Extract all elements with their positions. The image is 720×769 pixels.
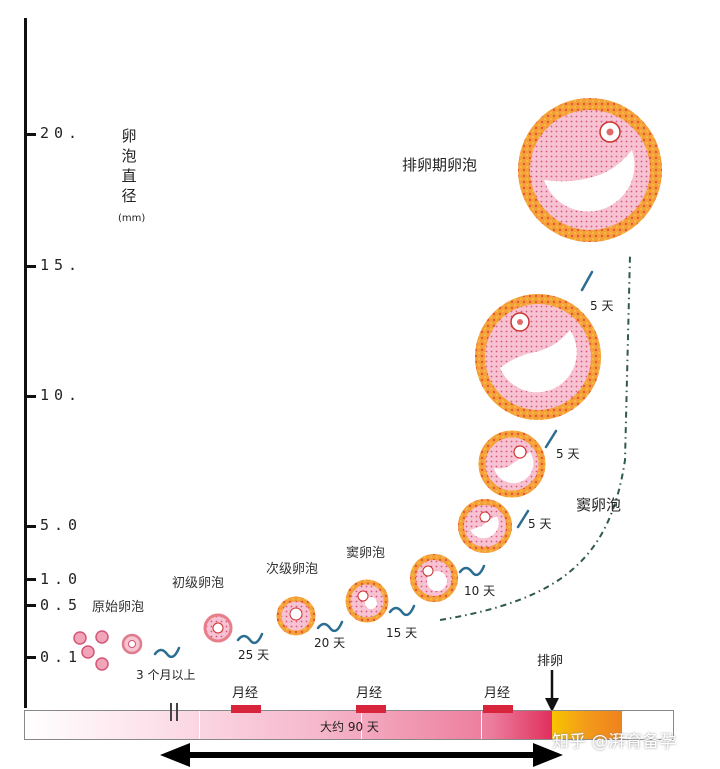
ovulatory-follicle bbox=[518, 98, 662, 242]
y-tick-label: 1.0 bbox=[40, 570, 83, 588]
growth-arrow bbox=[458, 564, 486, 577]
duration-label: 20 天 bbox=[314, 636, 346, 650]
y-tick-label: 5.0 bbox=[40, 516, 83, 534]
watermark: 知乎 @湃育备孕 bbox=[552, 732, 677, 752]
timeline-break-mark bbox=[176, 703, 178, 721]
y-tick-label: 20. bbox=[40, 124, 83, 142]
y-tick-label: 0.1 bbox=[40, 648, 83, 666]
secondary-follicle bbox=[276, 596, 316, 636]
y-axis-line bbox=[24, 18, 27, 708]
y-tick-label: 10. bbox=[40, 386, 83, 404]
stage-label-ovulatory: 排卵期卵泡 bbox=[402, 156, 478, 174]
y-tick bbox=[24, 604, 36, 607]
growth-arrow bbox=[580, 270, 594, 292]
primordial-follicle-group bbox=[73, 630, 143, 671]
y-tick bbox=[24, 133, 36, 136]
stage-label-antral-small: 窦卵泡 bbox=[346, 546, 386, 561]
stage-label-primary: 初级卵泡 bbox=[172, 576, 225, 591]
duration-label: 5 天 bbox=[528, 517, 552, 531]
stage-label-primordial: 原始卵泡 bbox=[92, 600, 145, 615]
growth-arrow bbox=[316, 620, 344, 633]
antral-follicle-medium bbox=[410, 554, 458, 602]
growth-arrows bbox=[153, 270, 594, 659]
y-axis-title: 卵泡直径 bbox=[121, 127, 137, 205]
period-label: 月经 bbox=[484, 686, 511, 701]
period-label: 月经 bbox=[232, 686, 259, 701]
duration-label: 5 天 bbox=[556, 447, 580, 461]
antral-follicle-large bbox=[458, 499, 512, 553]
ovulation-zone bbox=[552, 711, 622, 739]
antral-follicle-small bbox=[345, 579, 389, 623]
period-marker bbox=[231, 705, 261, 713]
y-tick-label: 0.5 bbox=[40, 596, 83, 614]
growth-arrow bbox=[388, 604, 416, 617]
timeline-separator bbox=[199, 711, 200, 739]
y-tick-label: 15. bbox=[40, 256, 83, 274]
ovulation-label: 排卵 bbox=[537, 654, 564, 669]
cycle-duration-label: 大约 90 天 bbox=[320, 720, 379, 734]
y-tick bbox=[24, 525, 36, 528]
period-label: 月经 bbox=[356, 686, 383, 701]
ovulation-arrow bbox=[545, 670, 559, 712]
duration-label: 3 个月以上 bbox=[136, 668, 196, 682]
y-tick bbox=[24, 656, 36, 659]
y-axis-label: 卵泡直径 (mm) bbox=[118, 126, 145, 229]
growth-arrow bbox=[236, 632, 264, 645]
y-tick bbox=[24, 265, 36, 268]
duration-label: 15 天 bbox=[386, 626, 418, 640]
y-tick bbox=[24, 578, 36, 581]
preovulatory-follicle-small bbox=[478, 430, 546, 498]
growth-arrow bbox=[153, 646, 181, 659]
growth-arrow bbox=[516, 509, 530, 529]
duration-label: 10 天 bbox=[464, 584, 496, 598]
preovulatory-follicle-large bbox=[475, 294, 601, 420]
stage-label-secondary: 次级卵泡 bbox=[266, 562, 319, 577]
duration-label: 25 天 bbox=[238, 648, 270, 662]
period-marker bbox=[356, 705, 386, 713]
duration-label: 5 天 bbox=[590, 299, 614, 313]
duration-double-arrow bbox=[160, 743, 563, 767]
primary-follicle bbox=[203, 613, 233, 643]
y-axis-unit: (mm) bbox=[118, 213, 146, 224]
timeline-separator bbox=[481, 711, 482, 739]
period-marker bbox=[483, 705, 513, 713]
y-tick bbox=[24, 395, 36, 398]
stage-label-antral-large: 窦卵泡 bbox=[576, 496, 622, 514]
timeline-separator bbox=[361, 711, 362, 739]
timeline-break-mark bbox=[170, 703, 172, 721]
growth-arrow bbox=[544, 429, 558, 449]
